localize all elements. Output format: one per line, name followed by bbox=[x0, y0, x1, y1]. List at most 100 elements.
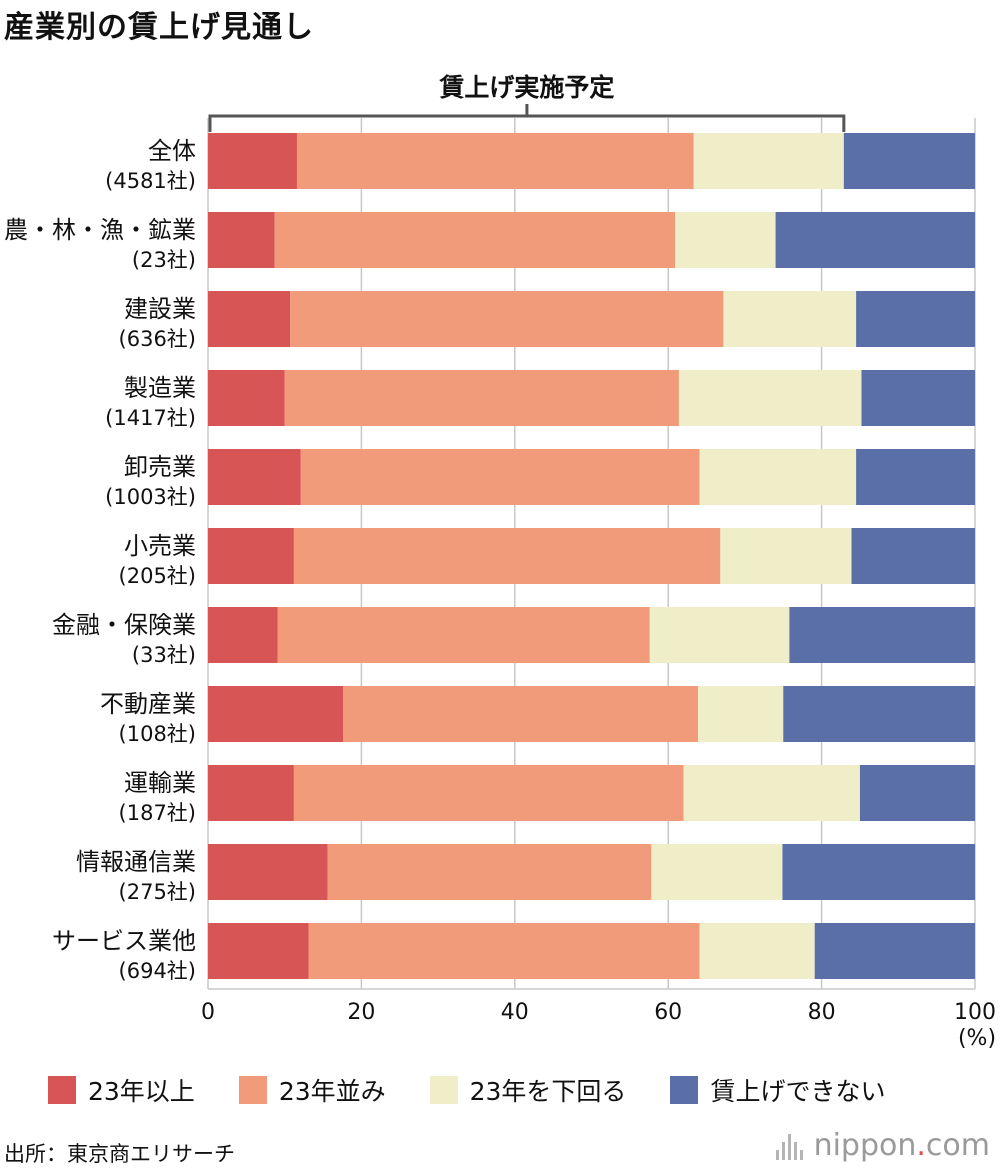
x-tick-label: 60 bbox=[654, 1000, 682, 1025]
category-label: 運輸業 bbox=[124, 769, 196, 797]
bar-segment bbox=[284, 370, 679, 426]
bar-segment bbox=[277, 607, 650, 663]
bar-segment bbox=[859, 765, 975, 821]
x-tick-label: 80 bbox=[808, 1000, 836, 1025]
legend: 23年以上 23年並み 23年を下回る 賃上げできない bbox=[48, 1072, 929, 1108]
bar-segment bbox=[208, 212, 275, 268]
bar-segment bbox=[651, 844, 783, 900]
legend-item: 23年以上 bbox=[48, 1072, 195, 1108]
category-count: (4581社) bbox=[105, 169, 196, 193]
x-axis: (%) 0 20 40 60 80 100 bbox=[201, 988, 996, 1051]
bar-segment bbox=[649, 607, 790, 663]
category-label: 卸売業 bbox=[124, 453, 196, 481]
bar-segment bbox=[208, 528, 294, 584]
bars bbox=[208, 133, 975, 979]
bar-segment bbox=[327, 844, 652, 900]
bar-segment bbox=[208, 607, 278, 663]
bar-segment bbox=[814, 923, 975, 979]
legend-label: 賃上げできない bbox=[710, 1077, 886, 1106]
bar-segment bbox=[861, 370, 975, 426]
bar-segment bbox=[699, 449, 857, 505]
bar-segment bbox=[208, 844, 328, 900]
bar-segment bbox=[208, 923, 309, 979]
bar-segment bbox=[293, 765, 684, 821]
bar-segment bbox=[293, 528, 721, 584]
bar-segment bbox=[856, 291, 975, 347]
brand-logo: nippon. com bbox=[775, 1128, 990, 1163]
category-label: 建設業 bbox=[124, 295, 196, 323]
category-label: 製造業 bbox=[124, 374, 196, 402]
category-count: (1003社) bbox=[105, 485, 196, 509]
category-count: (694社) bbox=[119, 959, 196, 983]
legend-item: 23年を下回る bbox=[429, 1072, 627, 1108]
x-tick-label: 40 bbox=[501, 1000, 529, 1025]
bar-segment bbox=[296, 133, 694, 189]
category-count: (636社) bbox=[119, 327, 196, 351]
legend-swatch bbox=[238, 1076, 267, 1104]
bar-segment bbox=[698, 686, 784, 742]
stacked-bar-chart: 賃上げ実施予定 全体 (4581社) 農・林・漁・鉱業 (23社) 建設業 (636社) 製… bbox=[4, 73, 996, 1051]
bar-segment bbox=[856, 449, 975, 505]
bar-segment bbox=[208, 686, 343, 742]
category-count: (275社) bbox=[119, 880, 196, 904]
legend-label: 23年並み bbox=[278, 1077, 386, 1106]
category-count: (187社) bbox=[119, 801, 196, 825]
legend-label: 23年を下回る bbox=[469, 1077, 627, 1106]
legend-item: 賃上げできない bbox=[670, 1072, 885, 1108]
category-labels: 全体 (4581社) 農・林・漁・鉱業 (23社) 建設業 (636社) 製造業 (1417社… bbox=[4, 137, 196, 983]
bar-segment bbox=[300, 449, 700, 505]
bar-segment bbox=[789, 607, 975, 663]
brand-suffix: com bbox=[925, 1128, 990, 1163]
legend-swatch bbox=[670, 1076, 699, 1104]
bracket-line bbox=[208, 114, 846, 132]
category-count: (108社) bbox=[119, 722, 196, 746]
category-label: 情報通信業 bbox=[76, 848, 196, 876]
bar-segment bbox=[675, 212, 776, 268]
bar-segment bbox=[851, 528, 975, 584]
bar-segment bbox=[208, 449, 301, 505]
bar-segment bbox=[208, 133, 297, 189]
brand-name: nippon bbox=[813, 1128, 917, 1163]
bracket: 賃上げ実施予定 bbox=[208, 73, 846, 132]
legend-label: 23年以上 bbox=[88, 1077, 195, 1106]
bar-segment bbox=[723, 291, 857, 347]
category-label: 全体 bbox=[148, 137, 196, 165]
category-label: 不動産業 bbox=[100, 690, 196, 718]
x-tick-label: 100 bbox=[954, 1000, 996, 1025]
category-label: 小売業 bbox=[124, 532, 196, 560]
source-note: 出所：東京商エリサーチ bbox=[4, 1142, 235, 1166]
bar-segment bbox=[843, 133, 975, 189]
x-tick-label: 20 bbox=[347, 1000, 375, 1025]
legend-item: 23年並み bbox=[238, 1072, 386, 1108]
bar-segment bbox=[208, 765, 294, 821]
bar-segment bbox=[308, 923, 700, 979]
legend-swatch bbox=[48, 1076, 76, 1104]
x-tick-label: 0 bbox=[201, 1000, 215, 1025]
brand-dot: . bbox=[916, 1128, 926, 1163]
bar-segment bbox=[783, 686, 975, 742]
bar-segment bbox=[683, 765, 860, 821]
category-label: 金融・保険業 bbox=[52, 611, 196, 639]
page-title: 産業別の賃上げ見通し bbox=[4, 10, 314, 45]
bar-segment bbox=[274, 212, 676, 268]
bar-segment bbox=[693, 133, 844, 189]
category-count: (205社) bbox=[119, 564, 196, 588]
category-count: (23社) bbox=[132, 248, 196, 272]
bar-segment bbox=[782, 844, 975, 900]
bracket-label: 賃上げ実施予定 bbox=[438, 73, 614, 102]
bar-segment bbox=[342, 686, 699, 742]
category-count: (1417社) bbox=[105, 406, 196, 430]
bar-segment bbox=[775, 212, 975, 268]
legend-swatch bbox=[429, 1076, 458, 1104]
category-label: 農・林・漁・鉱業 bbox=[4, 216, 196, 244]
brand-bars-icon bbox=[775, 1132, 806, 1160]
bar-segment bbox=[208, 370, 285, 426]
bar-segment bbox=[208, 291, 291, 347]
bar-segment bbox=[699, 923, 815, 979]
bar-segment bbox=[720, 528, 852, 584]
category-count: (33社) bbox=[132, 643, 196, 667]
bar-segment bbox=[678, 370, 862, 426]
x-axis-unit: (%) bbox=[958, 1026, 996, 1051]
category-label: サービス業他 bbox=[52, 927, 196, 955]
bar-segment bbox=[290, 291, 724, 347]
